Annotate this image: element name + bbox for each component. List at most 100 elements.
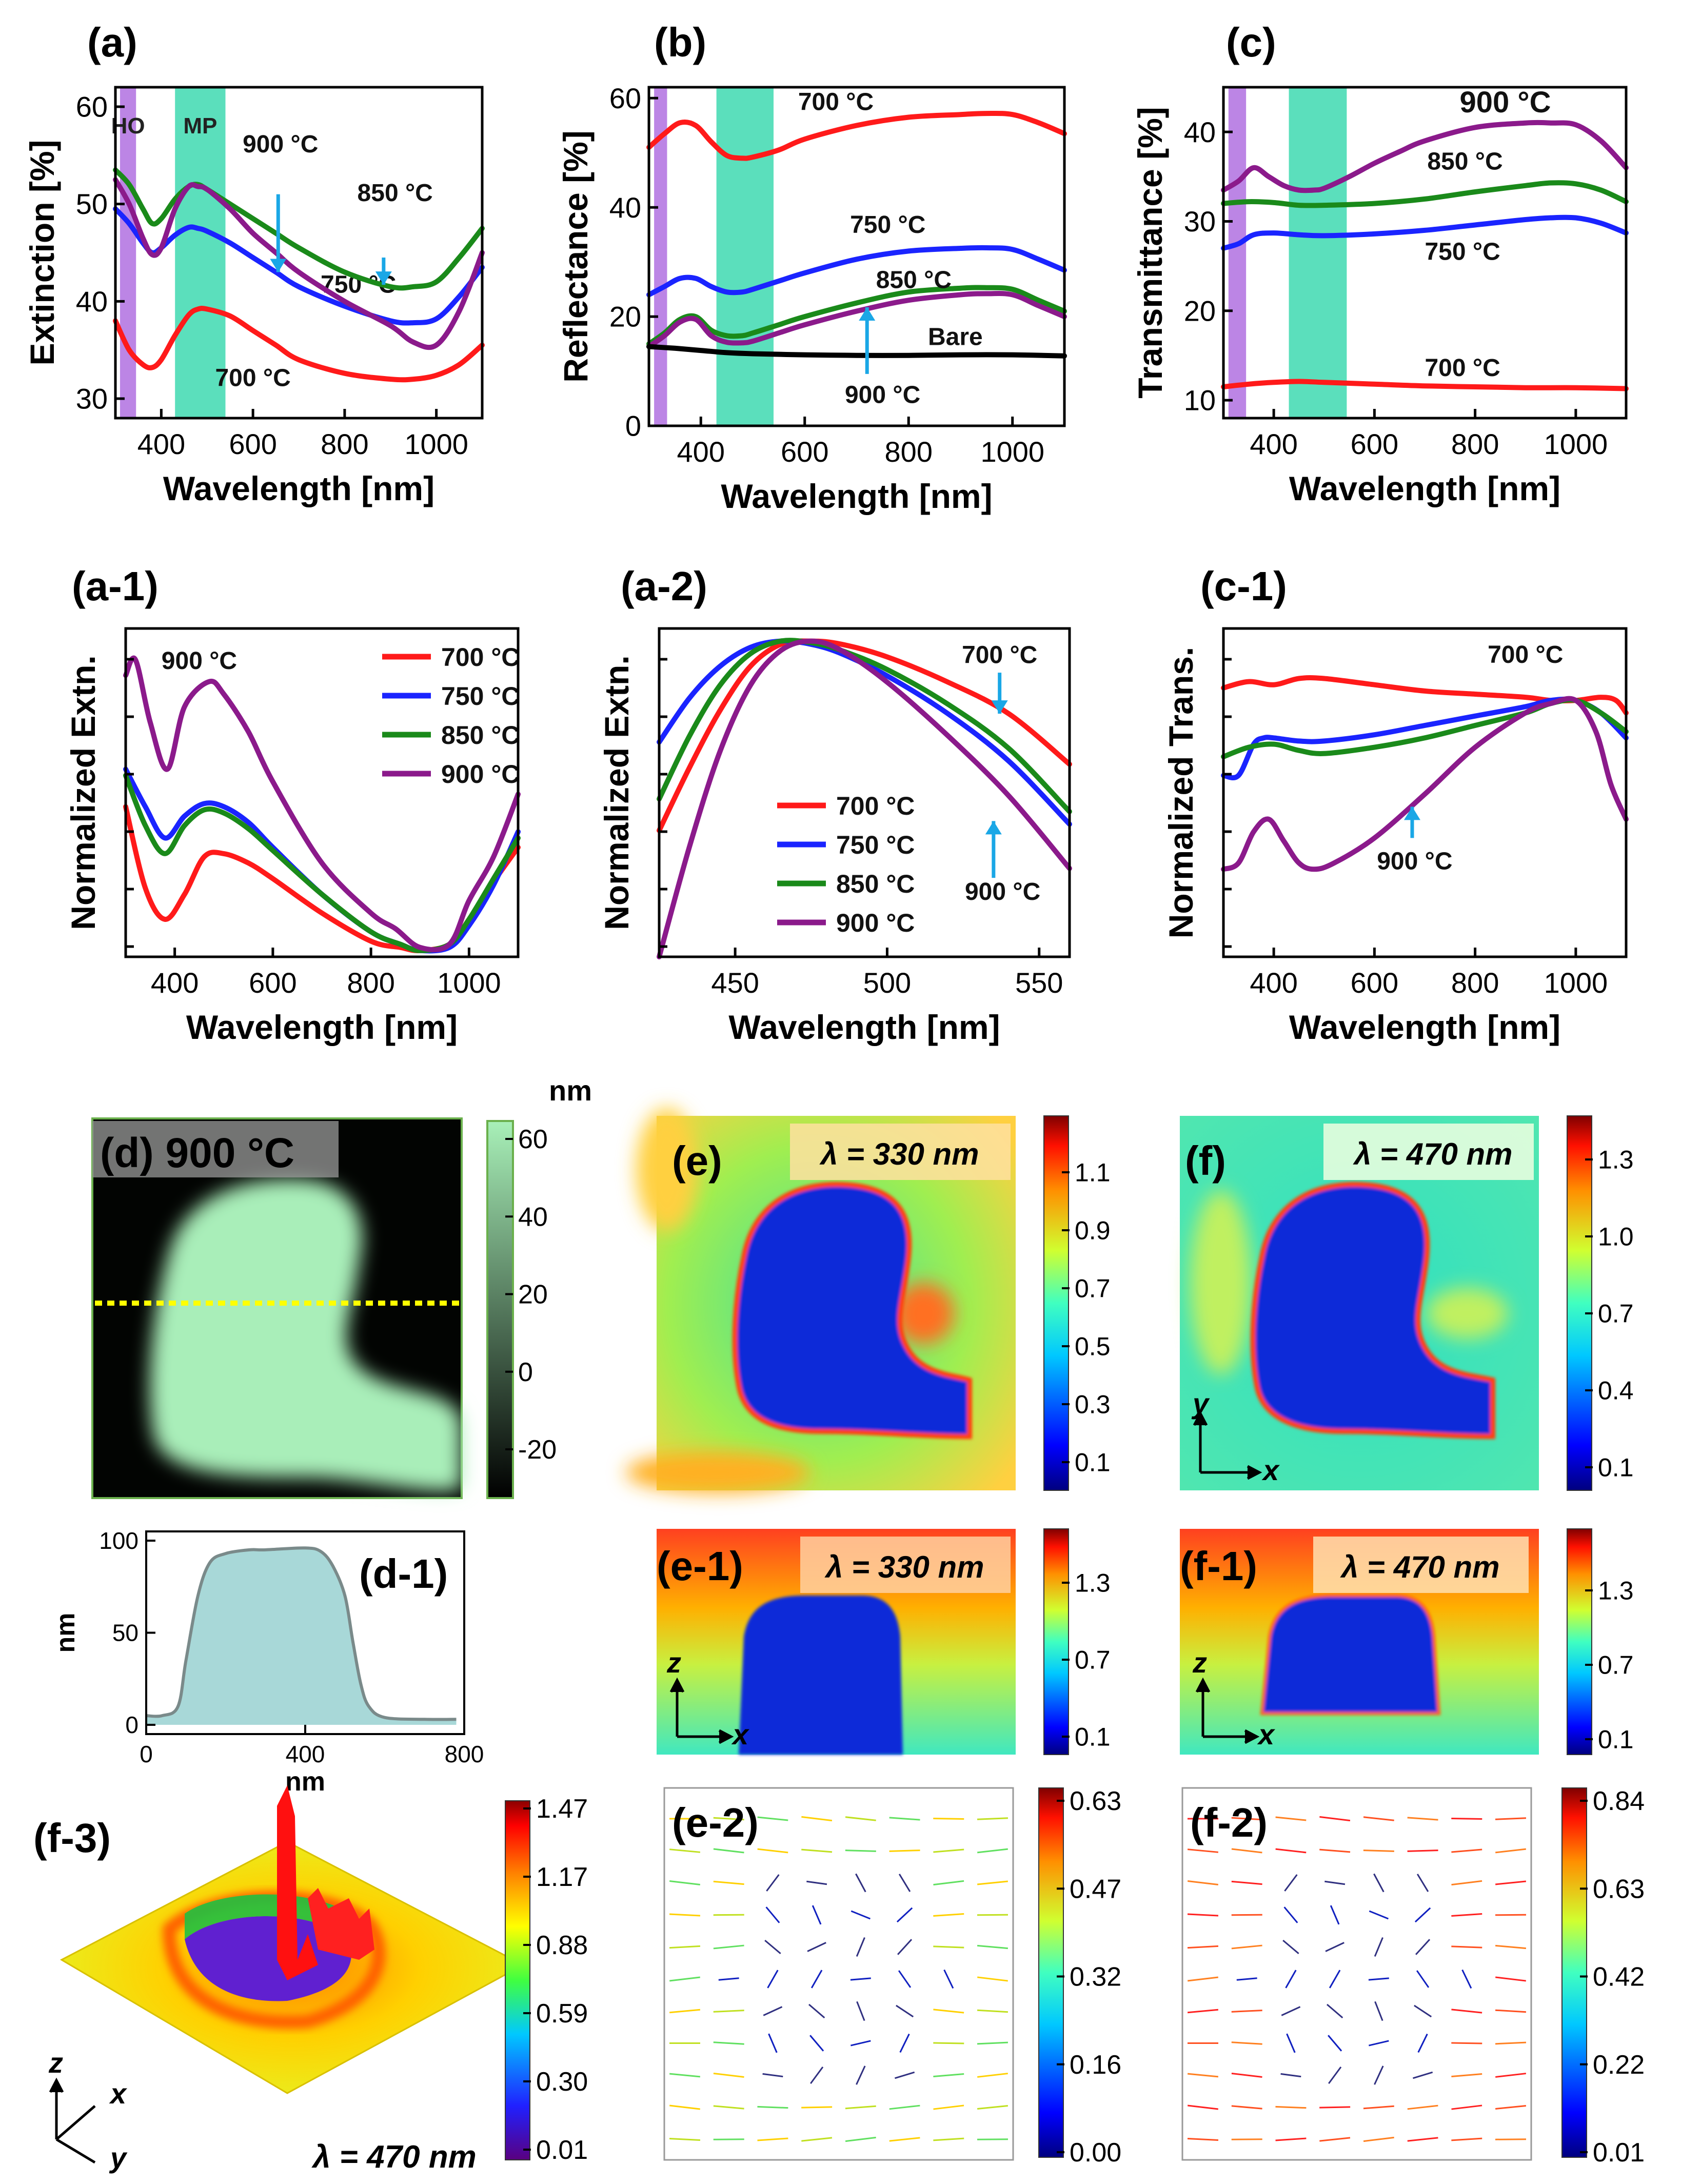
vector-arrow [977, 2105, 1008, 2110]
y-tick-label-d1-1: 50 [112, 1620, 139, 1646]
axis-x-label-f1: x [1257, 1718, 1276, 1750]
axis-x-label-f: x [1261, 1454, 1280, 1486]
colorbar-tick-label-f1-1: 0.7 [1598, 1651, 1634, 1680]
axis-y-label-f3: y [109, 2141, 128, 2174]
vector-arrow [1280, 2073, 1301, 2078]
vector-arrow [757, 1816, 788, 1821]
y-axis-label-a1: Normalized Extn. [64, 655, 102, 930]
vector-arrow [977, 2041, 1008, 2045]
y-tick-label-b-1: 20 [609, 301, 641, 333]
x-tick-label-c1-0: 400 [1250, 967, 1297, 999]
vector-arrow [1187, 2073, 1219, 2078]
series-label-c-0: 700 °C [1425, 355, 1500, 382]
panel-label-f3: (f-3) [33, 1815, 111, 1861]
vector-arrow [1187, 1945, 1219, 1949]
vector-arrow [713, 1848, 744, 1854]
panel-label-e: (e) [672, 1138, 722, 1184]
vector-arrow [1451, 2137, 1482, 2141]
colorbar-tick-label-f3-0: 1.47 [536, 1794, 588, 1824]
x-tick-label-b-3: 1000 [980, 436, 1044, 468]
lambda-label-f1: λ = 470 nm [1340, 1550, 1500, 1584]
vector-arrow [1275, 1816, 1307, 1821]
vector-arrow [889, 1849, 920, 1852]
vector-arrow [1187, 2009, 1219, 2014]
colorbar-tick-label-e-2: 0.7 [1075, 1274, 1111, 1303]
axis-z-label-f1: z [1192, 1646, 1207, 1679]
vector-arrow [899, 2033, 910, 2053]
panel-f1: λ = 470 nm (f-1) z x 1.3 0.7 0.1 [1180, 1528, 1634, 1755]
vector-arrow [1407, 1817, 1438, 1821]
vector-arrow [757, 1848, 788, 1854]
legend-label-a1-0: 700 °C [441, 643, 520, 672]
vector-arrow [1284, 1874, 1298, 1892]
series-label-c-1: 750 °C [1425, 238, 1500, 265]
colorbar-f3 [505, 1800, 530, 2160]
vector-arrow [669, 1880, 700, 1885]
lambda-bg-f1 [1313, 1537, 1529, 1593]
vector-arrow [943, 1969, 954, 1989]
vector-arrow [977, 1976, 1008, 1982]
panel-label-e2: (e-2) [672, 1800, 759, 1845]
vector-arrow [1363, 1816, 1394, 1821]
axis-indicator-f1 [1195, 1677, 1260, 1744]
vector-arrow [889, 2137, 920, 2142]
x-tick-label-a1-3: 1000 [437, 967, 501, 999]
panel-label-f2: (f-2) [1190, 1800, 1268, 1845]
surface-3d-rim [308, 1888, 374, 1960]
series-label-b-0: 700 °C [798, 89, 874, 116]
vector-arrow [762, 2073, 783, 2078]
colorbar-tick-label-e2-4: 0.00 [1070, 2138, 1121, 2168]
colorbar-tick-label-f-2: 0.7 [1598, 1300, 1634, 1328]
y-tick-label-d1-0: 0 [125, 1711, 139, 1738]
panel-e1: λ = 330 nm (e-1) z x 1.3 0.7 0.1 [657, 1528, 1111, 1755]
vector-arrow [1285, 1970, 1297, 1989]
arrow-head-a2-0 [991, 700, 1008, 714]
series-line-a2-3 [657, 638, 1072, 959]
vector-arrow [1324, 1880, 1346, 1885]
vector-arrow [1495, 1976, 1526, 1982]
vector-arrow [933, 2009, 964, 2014]
x-tick-label-a2-2: 550 [1015, 967, 1063, 999]
particle-e [732, 1182, 972, 1440]
colorbar-tick-label-e2-3: 0.16 [1070, 2050, 1121, 2080]
series-label-a-2: 850 °C [358, 180, 433, 207]
vector-arrow [977, 1944, 1008, 1950]
colorbar-tick-label-e-1: 0.9 [1075, 1216, 1111, 1245]
vector-arrows-e2 [669, 1816, 1008, 2142]
arrow-head-a-1 [375, 271, 392, 285]
vector-arrow [855, 1873, 866, 1893]
colorbar-e2 [1038, 1787, 1064, 2158]
band-label-a-1: MP [183, 113, 217, 139]
colorbar-tick-label-d-2: 20 [518, 1280, 548, 1310]
y-axis-label-c: Transmittance [%] [1131, 107, 1169, 398]
band-c-1 [1289, 87, 1347, 418]
axis-indicator-e1 [669, 1677, 734, 1744]
vector-arrow [896, 1907, 913, 1923]
vector-arrow [713, 1880, 744, 1885]
vector-arrow [801, 2106, 833, 2109]
vector-arrow [1407, 1849, 1438, 1852]
vector-arrow [856, 2001, 865, 2021]
vector-arrow [764, 1939, 781, 1955]
vector-arrow [1495, 1848, 1526, 1854]
vector-arrow [1461, 1969, 1472, 1989]
vector-arrow [1373, 1873, 1385, 1893]
x-tick-label-c1-1: 600 [1351, 967, 1398, 999]
axis-indicator-f [1193, 1410, 1262, 1480]
x-tick-label-c-2: 800 [1451, 428, 1499, 460]
series-line-c1-2 [1221, 697, 1629, 759]
series-label-a-3: 900 °C [243, 131, 318, 158]
annotation-a2-1: 900 °C [965, 878, 1040, 906]
x-tick-label-d1-2: 800 [445, 1741, 484, 1767]
panel-label-e1: (e-1) [657, 1543, 743, 1589]
legend-label-a2-2: 850 °C [836, 870, 915, 898]
vector-arrow [669, 2138, 701, 2141]
lambda-label-e: λ = 330 nm [819, 1137, 979, 1171]
y-tick-label-c-2: 30 [1184, 205, 1216, 238]
vector-arrow [801, 1816, 833, 1822]
field-hotspot-f-2 [1426, 1288, 1508, 1339]
vector-arrow [1325, 1942, 1344, 1952]
vector-arrow [763, 2006, 783, 2016]
